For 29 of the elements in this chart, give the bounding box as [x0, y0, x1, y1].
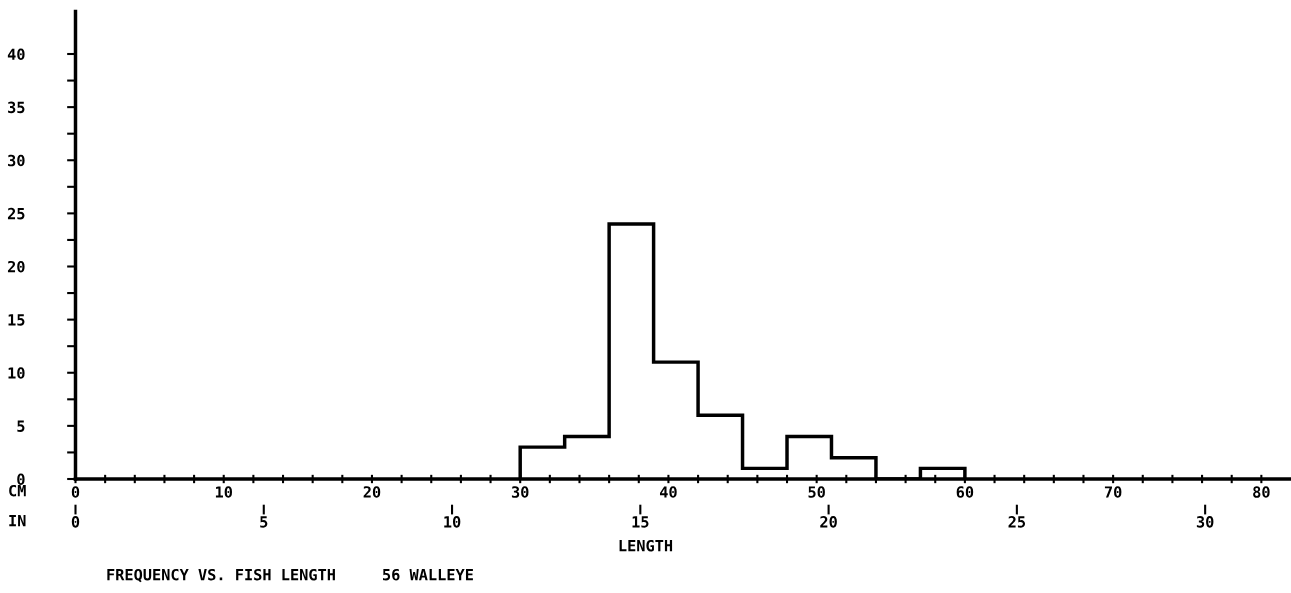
y-tick-label: 10: [8, 367, 25, 379]
y-tick-label: 20: [7, 260, 25, 273]
y-tick-label: 15: [8, 314, 25, 326]
y-tick-label: 0: [17, 473, 25, 486]
y-tick-label: 25: [7, 207, 25, 220]
y-tick-label: 35: [8, 101, 25, 114]
x-tick-label: 50: [808, 486, 825, 498]
y-tick-label: 5: [17, 420, 25, 432]
x-tick-label: 0: [71, 486, 80, 498]
text: CM: [9, 484, 26, 497]
x-tick-label: 70: [1104, 486, 1122, 498]
x-tick-label: 30: [511, 486, 529, 498]
x2-tick-label: 20: [820, 516, 837, 528]
x2-tick-label: 15: [632, 516, 649, 528]
x-tick-label: 20: [363, 486, 381, 498]
x-axis-title: LENGTH: [619, 539, 673, 552]
x2-tick-label: 0: [71, 516, 80, 528]
x-tick-label: 60: [956, 486, 974, 498]
text: IN: [9, 515, 26, 527]
text: FREQUENCY VS. FISH LENGTH 56 WALLEYE: [107, 568, 473, 583]
x-tick-label: 10: [215, 486, 233, 498]
x-tick-label: 80: [1253, 486, 1270, 498]
x-tick-label: 40: [659, 486, 677, 498]
y-tick-label: 30: [8, 154, 25, 167]
x2-tick-label: 5: [260, 516, 268, 528]
x2-tick-label: 25: [1008, 516, 1026, 528]
x2-tick-label: 30: [1196, 516, 1214, 528]
y-tick-label: 40: [7, 48, 25, 61]
x2-tick-label: 10: [444, 516, 461, 528]
